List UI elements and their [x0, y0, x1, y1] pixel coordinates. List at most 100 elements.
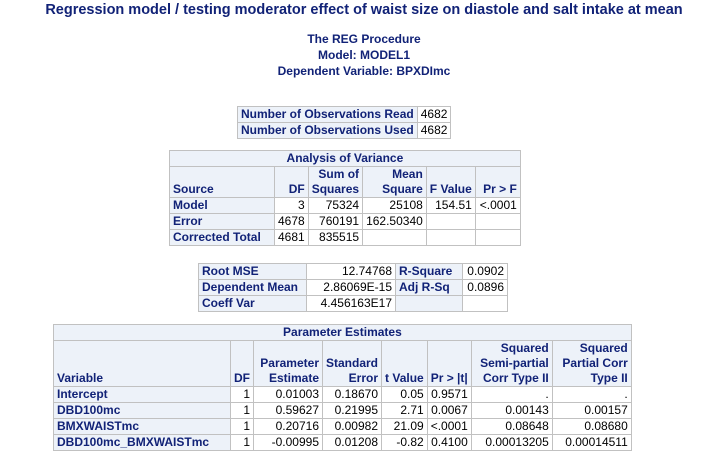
params-header-variable: Variable [53, 340, 231, 387]
fit-value: 2.86069E-15 [306, 279, 396, 296]
obs-used-value: 4682 [416, 122, 452, 139]
param-t: 0.05 [381, 386, 428, 403]
param-t: -0.82 [381, 434, 428, 451]
param-estimate: -0.00995 [253, 434, 323, 451]
fit-label: Root MSE [198, 263, 307, 280]
param-df: 1 [230, 434, 254, 451]
obs-used-label: Number of Observations Used [237, 122, 418, 139]
param-se: 0.18670 [321, 386, 383, 403]
anova-f [425, 229, 476, 246]
param-p: 0.4100 [426, 434, 472, 451]
parameter-estimates-table: Parameter Estimates Variable DF Paramete… [53, 324, 632, 451]
table-caption-row: Parameter Estimates [53, 324, 632, 341]
obs-read-label: Number of Observations Read [237, 106, 418, 123]
table-row: Number of Observations Read 4682 [237, 106, 452, 123]
param-variable: DBD100mc [53, 402, 231, 419]
anova-ms [362, 229, 427, 246]
param-p: 0.0067 [426, 402, 472, 419]
anova-ss: 835515 [307, 229, 364, 246]
param-t: 2.71 [381, 402, 428, 419]
anova-f [425, 213, 476, 230]
anova-source: Error [169, 213, 275, 230]
anova-f: 154.51 [425, 197, 476, 214]
fit-label: Adj R-Sq [395, 279, 463, 296]
param-semipartial: . [470, 386, 553, 403]
anova-df: 4681 [274, 229, 309, 246]
anova-p: <.0001 [474, 197, 521, 214]
anova-ms: 162.50340 [362, 213, 427, 230]
procedure-header: The REG Procedure Model: MODEL1 Dependen… [0, 31, 728, 79]
anova-ss: 760191 [307, 213, 364, 230]
model-name: Model: MODEL1 [318, 48, 410, 62]
anova-df: 3 [274, 197, 309, 214]
anova-source: Corrected Total [169, 229, 275, 246]
params-header-estimate: Parameter Estimate [253, 340, 323, 387]
fit-value: 12.74768 [306, 263, 396, 280]
params-header-p: Pr > |t| [426, 340, 472, 387]
params-header-partial: Squared Partial Corr Type II [551, 340, 632, 387]
table-row: Dependent Mean 2.86069E-15 Adj R-Sq 0.08… [198, 279, 508, 296]
fit-label [395, 295, 463, 312]
table-row: Corrected Total 4681 835515 [169, 229, 521, 246]
table-row: DBD100mc_BMXWAISTmc 1 -0.00995 0.01208 -… [53, 434, 632, 451]
fit-value: 0.0896 [462, 279, 508, 296]
fit-value [462, 295, 508, 312]
fit-statistics-table: Root MSE 12.74768 R-Square 0.0902 Depend… [198, 263, 508, 312]
param-se: 0.01208 [321, 434, 383, 451]
params-header-df: DF [230, 340, 254, 387]
table-row: DBD100mc 1 0.59627 0.21995 2.71 0.0067 0… [53, 402, 632, 419]
procedure-name: The REG Procedure [307, 32, 421, 46]
table-caption-row: Analysis of Variance [169, 150, 521, 167]
table-row: BMXWAISTmc 1 0.20716 0.00982 21.09 <.000… [53, 418, 632, 435]
param-variable: Intercept [53, 386, 231, 403]
param-se: 0.00982 [321, 418, 383, 435]
anova-caption: Analysis of Variance [169, 150, 521, 167]
param-estimate: 0.01003 [253, 386, 323, 403]
params-caption: Parameter Estimates [53, 324, 632, 341]
fit-value: 0.0902 [462, 263, 508, 280]
params-header-t: t Value [381, 340, 428, 387]
param-p: 0.9571 [426, 386, 472, 403]
param-df: 1 [230, 418, 254, 435]
anova-header-p: Pr > F [474, 166, 521, 198]
table-row: Error 4678 760191 162.50340 [169, 213, 521, 230]
param-df: 1 [230, 386, 254, 403]
fit-label: Dependent Mean [198, 279, 307, 296]
anova-p [474, 213, 521, 230]
param-df: 1 [230, 402, 254, 419]
report-title: Regression model / testing moderator eff… [45, 2, 683, 18]
anova-ms: 25108 [362, 197, 427, 214]
param-t: 21.09 [381, 418, 428, 435]
anova-header-ms: Mean Square [362, 166, 427, 198]
dependent-variable: Dependent Variable: BPXDImc [277, 64, 451, 78]
param-estimate: 0.20716 [253, 418, 323, 435]
table-header-row: Source DF Sum of Squares Mean Square F V… [169, 166, 521, 198]
anova-header-df: DF [274, 166, 309, 198]
observations-table: Number of Observations Read 4682 Number … [237, 106, 452, 139]
fit-label: Coeff Var [198, 295, 307, 312]
param-semipartial: 0.00013205 [470, 434, 553, 451]
param-partial: 0.00157 [551, 402, 632, 419]
param-estimate: 0.59627 [253, 402, 323, 419]
fit-value: 4.456163E17 [306, 295, 396, 312]
param-partial: 0.08680 [551, 418, 632, 435]
param-semipartial: 0.00143 [470, 402, 553, 419]
obs-read-value: 4682 [416, 106, 452, 123]
param-variable: DBD100mc_BMXWAISTmc [53, 434, 231, 451]
param-p: <.0001 [426, 418, 472, 435]
anova-table: Analysis of Variance Source DF Sum of Sq… [169, 150, 521, 246]
params-header-se: Standard Error [321, 340, 383, 387]
param-variable: BMXWAISTmc [53, 418, 231, 435]
table-row: Coeff Var 4.456163E17 [198, 295, 508, 312]
table-header-row: Variable DF Parameter Estimate Standard … [53, 340, 632, 387]
anova-p [474, 229, 521, 246]
table-row: Number of Observations Used 4682 [237, 122, 452, 139]
table-row: Root MSE 12.74768 R-Square 0.0902 [198, 263, 508, 280]
anova-ss: 75324 [307, 197, 364, 214]
param-se: 0.21995 [321, 402, 383, 419]
table-row: Intercept 1 0.01003 0.18670 0.05 0.9571 … [53, 386, 632, 403]
param-partial: 0.00014511 [551, 434, 632, 451]
anova-df: 4678 [274, 213, 309, 230]
params-header-semipartial: Squared Semi-partial Corr Type II [470, 340, 553, 387]
table-row: Model 3 75324 25108 154.51 <.0001 [169, 197, 521, 214]
